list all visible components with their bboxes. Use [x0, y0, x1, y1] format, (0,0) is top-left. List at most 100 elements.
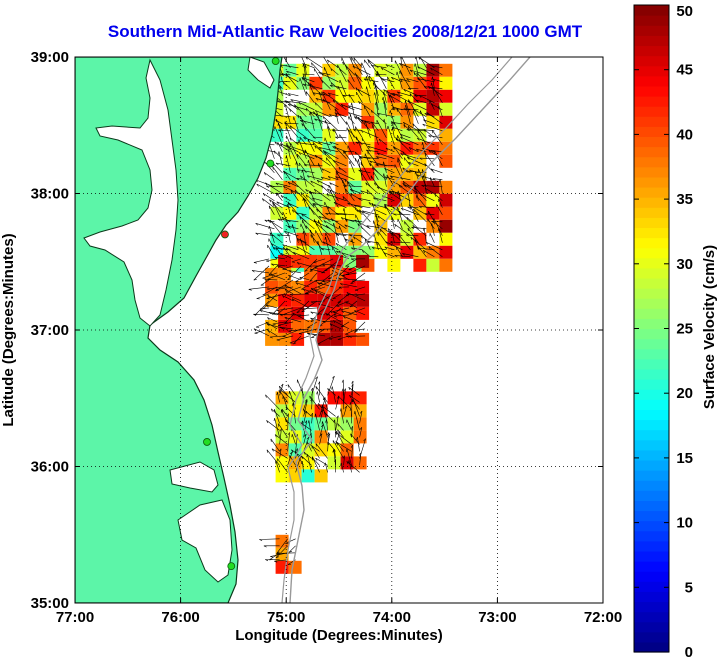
- velocity-arrow-head: [384, 176, 388, 180]
- velocity-arrow-head: [384, 168, 387, 171]
- velocity-arrow: [265, 321, 278, 330]
- velocity-arrow-head: [284, 317, 288, 320]
- velocity-arrow: [394, 164, 403, 180]
- velocity-arrow: [407, 227, 419, 243]
- velocity-arrow-head: [369, 163, 371, 167]
- velocity-arrow-head: [301, 455, 303, 459]
- velocity-arrow: [267, 317, 278, 323]
- velocity-cell: [439, 115, 453, 129]
- velocity-arrow-head: [332, 375, 335, 379]
- velocity-arrow-head: [288, 330, 292, 333]
- velocity-arrow-head: [335, 176, 338, 179]
- velocity-arrow: [392, 127, 395, 138]
- velocity-arrow: [342, 61, 355, 76]
- velocity-arrow: [277, 81, 291, 83]
- velocity-arrow-head: [281, 409, 283, 413]
- velocity-arrow: [408, 204, 427, 216]
- velocity-arrow: [297, 314, 310, 317]
- velocity-arrow-head: [377, 112, 380, 116]
- velocity-arrow: [315, 154, 331, 167]
- velocity-arrow: [323, 220, 339, 230]
- velocity-arrow-head: [266, 449, 268, 453]
- velocity-arrow: [289, 125, 307, 139]
- colorbar-segment: [634, 540, 669, 552]
- velocity-arrow-head: [383, 89, 386, 93]
- x-tick-label: 73:00: [478, 609, 516, 626]
- velocity-arrow: [417, 137, 435, 146]
- velocity-cell: [275, 443, 289, 457]
- colorbar-tick-label: 30: [676, 256, 693, 273]
- velocity-arrow: [350, 114, 355, 131]
- velocity-arrow-head: [365, 182, 368, 186]
- velocity-arrow: [336, 233, 347, 237]
- velocity-arrow: [284, 171, 291, 180]
- velocity-arrow-head: [288, 93, 291, 96]
- velocity-arrow: [432, 86, 443, 103]
- velocity-arrow: [377, 112, 395, 118]
- velocity-arrow: [265, 182, 283, 195]
- velocity-arrow-head: [286, 73, 288, 78]
- velocity-arrow: [343, 315, 358, 323]
- velocity-arrow: [376, 156, 387, 160]
- velocity-arrow: [425, 213, 435, 216]
- velocity-arrow-head: [269, 219, 271, 224]
- colorbar-segment: [634, 106, 669, 117]
- velocity-arrow-head: [299, 136, 301, 140]
- velocity-arrow-head: [368, 60, 370, 64]
- velocity-arrow: [333, 307, 342, 316]
- velocity-cell: [335, 154, 349, 168]
- velocity-arrow: [385, 64, 395, 69]
- velocity-arrow-head: [348, 387, 351, 391]
- velocity-arrow: [417, 245, 427, 257]
- velocity-arrow: [314, 258, 334, 269]
- colorbar-segment: [634, 197, 669, 208]
- velocity-arrow-head: [375, 102, 377, 106]
- velocity-arrow: [428, 135, 443, 139]
- velocity-arrow-head: [337, 395, 340, 399]
- velocity-arrow-head: [432, 78, 436, 82]
- velocity-cell: [348, 89, 362, 103]
- velocity-arrow: [325, 312, 342, 323]
- velocity-arrow: [373, 171, 379, 180]
- velocity-arrow-head: [312, 203, 314, 207]
- velocity-arrow: [266, 293, 286, 299]
- velocity-arrow: [341, 310, 358, 316]
- velocity-arrow: [286, 70, 299, 76]
- velocity-cell: [309, 128, 323, 142]
- velocity-arrow: [297, 262, 310, 267]
- velocity-arrow: [373, 208, 387, 216]
- velocity-arrow: [300, 239, 315, 251]
- velocity-arrow: [332, 99, 347, 111]
- velocity-arrow: [317, 282, 334, 288]
- colorbar-tick-label: 35: [676, 191, 693, 208]
- velocity-arrow-head: [374, 182, 376, 186]
- velocity-arrow: [432, 76, 435, 89]
- velocity-arrow: [322, 263, 342, 267]
- velocity-arrow-head: [348, 112, 351, 115]
- velocity-arrow: [385, 147, 395, 153]
- velocity-cell: [374, 245, 388, 259]
- delaware-bay: [247, 57, 275, 89]
- velocity-arrow: [417, 128, 435, 132]
- velocity-arrow-head: [357, 223, 360, 227]
- velocity-arrow: [351, 445, 353, 459]
- velocity-cell: [361, 167, 375, 181]
- velocity-arrow-head: [376, 186, 380, 190]
- velocity-arrow-head: [263, 172, 266, 176]
- velocity-arrow: [333, 128, 339, 138]
- velocity-arrow: [298, 139, 307, 159]
- velocity-arrow-head: [392, 106, 395, 110]
- velocity-arrow: [289, 270, 302, 274]
- velocity-arrow-head: [314, 110, 318, 113]
- velocity-arrow: [325, 232, 331, 243]
- velocity-arrow: [347, 79, 355, 89]
- colorbar-segment: [634, 45, 669, 57]
- velocity-arrow-head: [317, 241, 319, 245]
- velocity-arrow-head: [253, 313, 257, 316]
- velocity-arrow: [417, 247, 435, 251]
- velocity-arrow-head: [309, 395, 311, 399]
- velocity-arrow: [268, 265, 278, 276]
- y-tick-label: 35:00: [31, 595, 69, 612]
- velocity-arrow-head: [394, 255, 398, 258]
- colorbar-segment: [634, 35, 669, 47]
